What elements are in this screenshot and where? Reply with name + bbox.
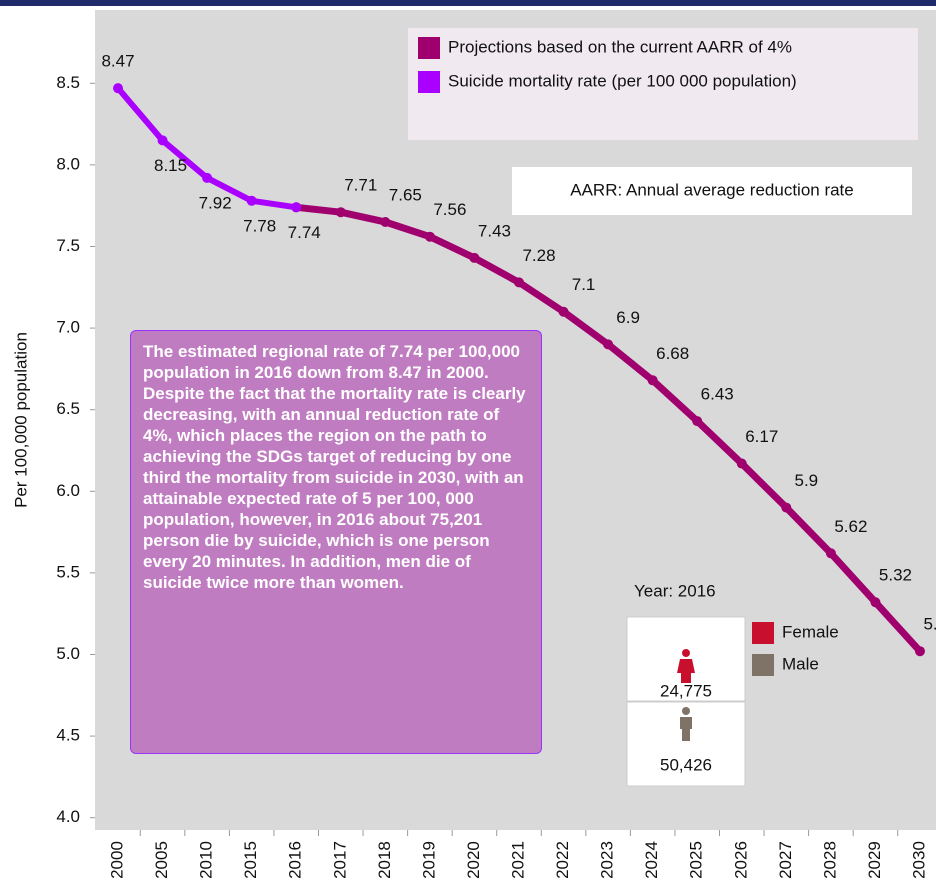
y-tick-label: 4.5 (56, 726, 80, 745)
x-tick-label: 2017 (330, 841, 349, 879)
x-tick-label: 2026 (731, 841, 750, 879)
x-tick-label: 2027 (776, 841, 795, 879)
x-tick-label: 2030 (909, 841, 928, 879)
x-tick-label: 2024 (642, 841, 661, 879)
point (692, 416, 703, 427)
male-count: 50,426 (660, 755, 712, 774)
point (514, 277, 524, 288)
inset-legend-swatch (752, 622, 774, 644)
data-label: 6.43 (701, 385, 734, 404)
data-label: 7.43 (478, 221, 511, 240)
y-tick-label: 4.0 (56, 807, 80, 826)
legend-swatch (418, 71, 440, 93)
y-tick-label: 8.5 (56, 73, 80, 92)
x-tick-label: 2005 (152, 841, 171, 879)
x-tick-label: 2025 (687, 841, 706, 879)
x-tick-label: 2010 (197, 841, 216, 879)
point (157, 135, 168, 146)
point (424, 231, 435, 242)
y-tick-label: 5.0 (56, 644, 80, 663)
point (291, 202, 302, 213)
x-tick-label: 2000 (107, 841, 126, 879)
data-label: 7.92 (199, 193, 232, 212)
male-icon (680, 707, 692, 741)
point (469, 252, 480, 263)
point (870, 597, 881, 608)
data-label: 7.71 (344, 176, 377, 195)
female-icon (677, 649, 695, 683)
point (781, 502, 792, 513)
x-tick-label: 2028 (820, 841, 839, 879)
inset-title: Year: 2016 (634, 581, 716, 600)
x-tick-label: 2029 (865, 841, 884, 879)
y-tick-label: 6.0 (56, 481, 80, 500)
point (915, 646, 925, 657)
x-tick-label: 2016 (286, 841, 305, 879)
data-label: 7.28 (522, 246, 555, 265)
legend-label: Projections based on the current AARR of… (448, 37, 792, 56)
data-label: 6.68 (656, 344, 689, 363)
point (335, 207, 346, 218)
data-label: 8.15 (154, 156, 187, 175)
inset-legend-swatch (752, 654, 774, 676)
annotation: The estimated regional rate of 7.74 per … (130, 330, 542, 754)
legend-box (408, 28, 918, 140)
y-tick-label: 8.0 (56, 154, 80, 173)
point (246, 195, 257, 206)
x-tick-label: 2015 (241, 841, 260, 879)
note: AARR: Annual average reduction rate (570, 180, 854, 199)
data-label: 7.1 (572, 275, 596, 294)
data-label: 5.9 (795, 471, 819, 490)
x-tick-label: 2021 (508, 841, 527, 879)
x-tick-label: 2020 (464, 841, 483, 879)
data-label: 7.78 (243, 216, 276, 235)
point (380, 217, 391, 227)
inset-legend-label: Male (782, 654, 819, 673)
data-label: 6.9 (616, 308, 640, 327)
data-label: 5.02 (923, 615, 936, 634)
data-label: 5.32 (879, 566, 912, 585)
note-box (512, 167, 912, 215)
y-axis-label: Per 100,000 population (11, 332, 30, 508)
data-label: 7.74 (288, 223, 321, 242)
data-label: 7.56 (433, 200, 466, 219)
x-tick-label: 2019 (419, 841, 438, 879)
inset-male-box (626, 701, 746, 787)
point (736, 458, 747, 469)
data-label: 7.65 (389, 185, 422, 204)
point (647, 375, 658, 386)
y-tick-label: 7.0 (56, 318, 80, 337)
x-tick-label: 2022 (553, 841, 572, 879)
data-label: 8.47 (101, 52, 134, 71)
point (202, 172, 213, 183)
legend-swatch (418, 37, 440, 59)
legend-label: Suicide mortality rate (per 100 000 popu… (448, 71, 797, 90)
point (603, 339, 614, 350)
inset-legend-label: Female (782, 622, 839, 641)
y-tick-label: 7.5 (56, 236, 80, 255)
data-label: 5.62 (834, 517, 867, 536)
y-tick-label: 5.5 (56, 562, 80, 581)
female-count: 24,775 (660, 681, 712, 700)
point (558, 306, 569, 317)
point (825, 548, 836, 559)
top-border (0, 0, 936, 6)
data-label: 6.17 (745, 427, 778, 446)
y-tick-label: 6.5 (56, 399, 80, 418)
x-tick-label: 2023 (598, 841, 617, 879)
point (113, 83, 123, 94)
x-tick-label: 2018 (375, 841, 394, 879)
